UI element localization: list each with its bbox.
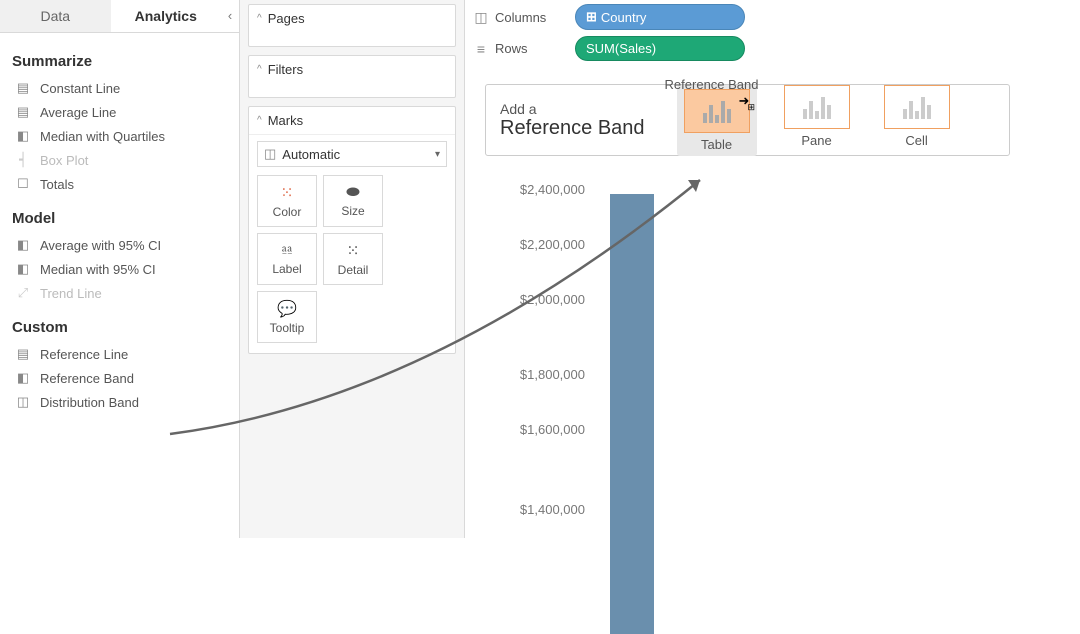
- detail-icon: ⁙: [346, 241, 359, 261]
- size-button[interactable]: ⬬Size: [323, 175, 383, 227]
- tab-analytics[interactable]: Analytics: [111, 0, 222, 32]
- collapse-sidebar-icon[interactable]: ‹: [221, 0, 239, 32]
- drag-ghost-label: Reference Band: [665, 77, 759, 92]
- label-icon: ⎂: [281, 242, 294, 260]
- y-label: $1,800,000: [520, 367, 585, 382]
- cursor-icon: ➜⊞: [739, 93, 757, 109]
- pages-header[interactable]: ^Pages: [249, 5, 455, 32]
- bar-chart-icon: ◫: [264, 146, 276, 162]
- summarize-constant-line[interactable]: ▤Constant Line: [12, 76, 227, 100]
- expand-icon: ⊞: [586, 9, 597, 25]
- reference-band-icon: ◧: [12, 370, 34, 386]
- median-quartiles-icon: ◧: [12, 128, 34, 144]
- summarize-average-line[interactable]: ▤Average Line: [12, 100, 227, 124]
- drop-big-text: Reference Band: [500, 117, 645, 140]
- detail-button[interactable]: ⁙Detail: [323, 233, 383, 285]
- size-icon: ⬬: [346, 184, 360, 202]
- y-label: $2,400,000: [520, 182, 585, 197]
- columns-pill-country[interactable]: ⊞Country: [575, 4, 745, 30]
- drop-target-table[interactable]: Table Reference Band ➜⊞: [677, 85, 757, 156]
- color-button[interactable]: ⁙Color: [257, 175, 317, 227]
- y-label: $2,200,000: [520, 237, 585, 252]
- tab-data[interactable]: Data: [0, 0, 111, 32]
- avg-ci-icon: ◧: [12, 237, 34, 253]
- model-median-ci[interactable]: ◧Median with 95% CI: [12, 257, 227, 281]
- y-label: $1,400,000: [520, 502, 585, 517]
- sidebar-tabs: Data Analytics ‹: [0, 0, 239, 33]
- totals-icon: ☐: [12, 176, 34, 192]
- view-panel: ◫Columns ⊞Country ≡Rows SUM(Sales) Add a…: [465, 0, 1080, 538]
- y-label: $1,600,000: [520, 422, 585, 437]
- summarize-header: Summarize: [12, 53, 227, 70]
- filters-card: ^Filters: [248, 55, 456, 98]
- trend-line-icon: ⤢: [12, 285, 34, 301]
- filters-header[interactable]: ^Filters: [249, 56, 455, 83]
- color-icon: ⁙: [280, 183, 293, 203]
- caret-icon: ^: [257, 64, 262, 75]
- reference-line-icon: ▤: [12, 346, 34, 362]
- rows-pill-sales[interactable]: SUM(Sales): [575, 36, 745, 61]
- marks-header[interactable]: ^Marks: [249, 107, 455, 135]
- median-ci-icon: ◧: [12, 261, 34, 277]
- mark-type-select[interactable]: ◫ Automatic ▾: [257, 141, 447, 167]
- cards-panel: ^Pages ^Filters ^Marks ◫ Automatic ▾ ⁙Co…: [240, 0, 465, 538]
- label-button[interactable]: ⎂Label: [257, 233, 317, 285]
- drop-target-pane[interactable]: Pane: [777, 85, 857, 156]
- average-line-icon: ▤: [12, 104, 34, 120]
- drop-small-text: Add a: [500, 101, 645, 117]
- chart-bar[interactable]: [610, 194, 654, 634]
- distribution-band-icon: ◫: [12, 394, 34, 410]
- tooltip-icon: 💬: [277, 299, 297, 319]
- analytics-panel: Data Analytics ‹ Summarize ▤Constant Lin…: [0, 0, 240, 538]
- model-trend-line: ⤢Trend Line: [12, 281, 227, 305]
- drop-target-cell[interactable]: Cell: [877, 85, 957, 156]
- caret-icon: ^: [257, 13, 262, 24]
- summarize-totals[interactable]: ☐Totals: [12, 172, 227, 196]
- model-header: Model: [12, 210, 227, 227]
- columns-icon: ◫: [471, 9, 491, 26]
- rows-shelf[interactable]: ≡Rows SUM(Sales): [471, 36, 1074, 61]
- dropdown-arrow-icon: ▾: [435, 149, 440, 160]
- tooltip-button[interactable]: 💬Tooltip: [257, 291, 317, 343]
- columns-shelf[interactable]: ◫Columns ⊞Country: [471, 4, 1074, 30]
- custom-reference-line[interactable]: ▤Reference Line: [12, 342, 227, 366]
- custom-header: Custom: [12, 319, 227, 336]
- model-avg-ci[interactable]: ◧Average with 95% CI: [12, 233, 227, 257]
- constant-line-icon: ▤: [12, 80, 34, 96]
- reference-drop-panel: Add a Reference Band Table Reference Ban…: [485, 84, 1010, 156]
- chart-area: Add a Reference Band Table Reference Ban…: [465, 72, 1080, 538]
- y-label: $2,000,000: [520, 292, 585, 307]
- rows-icon: ≡: [471, 41, 491, 57]
- box-plot-icon: ┥: [12, 152, 34, 168]
- caret-icon: ^: [257, 115, 262, 126]
- marks-card: ^Marks ◫ Automatic ▾ ⁙Color ⬬Size ⎂Label…: [248, 106, 456, 354]
- custom-distribution-band[interactable]: ◫Distribution Band: [12, 390, 227, 414]
- summarize-median-quartiles[interactable]: ◧Median with Quartiles: [12, 124, 227, 148]
- summarize-box-plot: ┥Box Plot: [12, 148, 227, 172]
- custom-reference-band[interactable]: ◧Reference Band: [12, 366, 227, 390]
- pages-card: ^Pages: [248, 4, 456, 47]
